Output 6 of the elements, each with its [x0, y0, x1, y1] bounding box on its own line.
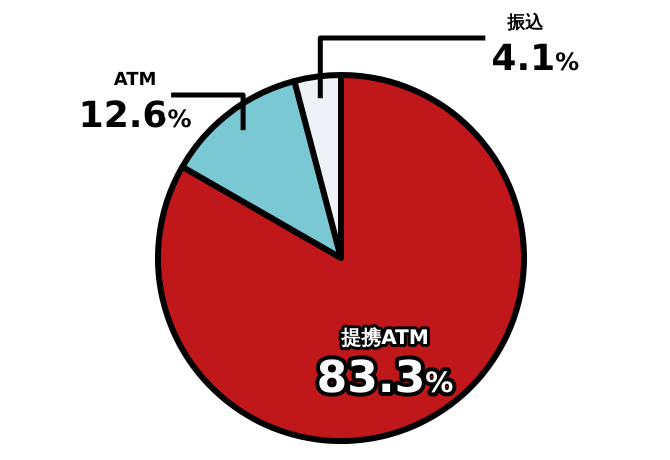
- data-label: 83.3%: [316, 352, 454, 404]
- slice-label: 振込: [506, 12, 544, 33]
- data-label: 4.1%: [491, 38, 580, 79]
- data-label: 12.6%: [78, 95, 192, 136]
- slice-label: 提携ATM: [340, 325, 429, 350]
- slice-label: ATM: [114, 69, 156, 90]
